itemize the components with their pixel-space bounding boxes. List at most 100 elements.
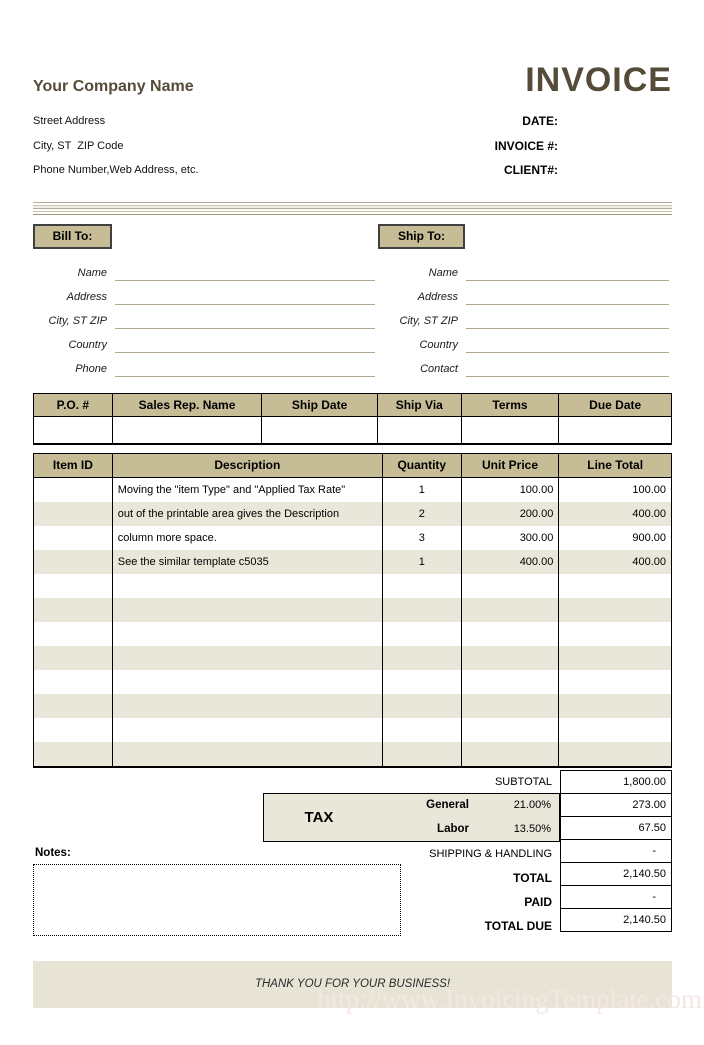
bill-field-input[interactable] <box>115 309 375 329</box>
item-cell-empty[interactable] <box>383 621 462 646</box>
item-cell-empty[interactable] <box>383 573 462 598</box>
item-cell-empty[interactable] <box>462 597 560 622</box>
item-cell[interactable] <box>34 501 113 526</box>
bill-field-input[interactable] <box>115 285 375 305</box>
paid-value[interactable]: - <box>560 884 672 909</box>
order-cell[interactable] <box>462 416 560 443</box>
item-cell-empty[interactable] <box>462 573 560 598</box>
tax-name: Labor <box>437 822 469 835</box>
item-cell[interactable]: 100.00 <box>462 477 560 502</box>
total-value[interactable]: 2,140.50 <box>560 861 672 886</box>
item-cell-empty[interactable] <box>462 621 560 646</box>
item-cell[interactable]: out of the printable area gives the Desc… <box>113 501 383 526</box>
item-cell[interactable]: 100.00 <box>632 483 666 496</box>
item-cell-empty[interactable] <box>462 693 560 718</box>
item-cell-empty[interactable] <box>34 693 113 718</box>
item-cell[interactable]: 1 <box>383 549 462 574</box>
tax-labor-value[interactable]: 67.50 <box>560 815 672 840</box>
item-cell-empty[interactable] <box>559 718 671 742</box>
item-cell[interactable] <box>34 549 113 574</box>
item-cell[interactable]: 900.00 <box>632 531 666 544</box>
items-table-header: Item ID Description Quantity Unit Price Line… <box>34 453 671 478</box>
item-cell[interactable]: See the similar template c5035 <box>113 549 383 574</box>
bill-field-input[interactable] <box>115 357 375 377</box>
item-cell-empty[interactable] <box>559 670 671 694</box>
bill-to-tag: Bill To: <box>33 223 112 249</box>
item-cell-empty[interactable] <box>383 717 462 742</box>
item-cell[interactable]: 400.00 <box>632 507 666 520</box>
shipping-value[interactable]: - <box>560 838 672 863</box>
item-cell[interactable]: 400.00 <box>462 549 560 574</box>
item-cell-empty[interactable] <box>34 669 113 694</box>
item-cell-empty[interactable] <box>462 741 560 766</box>
order-col-header: P.O. # <box>34 393 113 416</box>
item-cell-empty[interactable] <box>559 742 671 766</box>
bill-field-input[interactable] <box>115 333 375 353</box>
item-cell-empty[interactable] <box>34 717 113 742</box>
item-cell[interactable]: 400.00 <box>632 555 666 568</box>
ship-field-input[interactable] <box>466 285 669 305</box>
item-cell-empty[interactable] <box>113 621 383 646</box>
ship-field-input[interactable] <box>466 357 669 377</box>
total-due-value[interactable]: 2,140.50 <box>560 907 672 932</box>
tax-general-value[interactable]: 273.00 <box>560 792 672 817</box>
company-address: Street Address City, ST ZIP Code Phone N… <box>33 109 362 183</box>
item-cell-empty[interactable] <box>559 622 671 646</box>
item-cell[interactable] <box>34 477 113 502</box>
items-table: Item ID Description Quantity Unit Price Line… <box>33 452 672 768</box>
item-cell-empty[interactable] <box>113 573 383 598</box>
item-cell[interactable]: column more space. <box>113 525 383 550</box>
item-cell-empty[interactable] <box>383 669 462 694</box>
item-cell-empty[interactable] <box>559 574 671 598</box>
item-cell-empty[interactable] <box>113 669 383 694</box>
tax-row: Labor 13.50% <box>374 817 559 841</box>
total-due-label: TOTAL DUE <box>484 918 552 933</box>
total-label: TOTAL <box>513 870 552 885</box>
order-cell[interactable] <box>34 416 113 443</box>
item-cell-empty[interactable] <box>462 717 560 742</box>
item-cell[interactable]: Moving the "item Type" and "Applied Tax … <box>113 477 383 502</box>
item-cell-empty[interactable] <box>113 741 383 766</box>
ship-to-fields: Name Address City, ST ZIP Country Contact <box>378 257 672 377</box>
item-cell-empty[interactable] <box>34 573 113 598</box>
item-cell[interactable] <box>34 525 113 550</box>
item-cell-empty[interactable] <box>113 645 383 670</box>
item-cell[interactable]: 200.00 <box>462 501 560 526</box>
item-cell-empty[interactable] <box>113 693 383 718</box>
order-col-header: Due Date <box>589 397 642 412</box>
item-cell-empty[interactable] <box>559 598 671 622</box>
item-cell[interactable]: 1 <box>383 477 462 502</box>
subtotal-value[interactable]: 1,800.00 <box>560 769 672 794</box>
order-cell[interactable] <box>262 416 378 443</box>
order-cell[interactable] <box>378 416 462 443</box>
item-cell-empty[interactable] <box>34 597 113 622</box>
table-row-empty <box>34 669 671 694</box>
item-cell-empty[interactable] <box>383 597 462 622</box>
order-cell[interactable] <box>559 417 671 443</box>
ship-field-input[interactable] <box>466 261 669 281</box>
item-cell-empty[interactable] <box>559 694 671 718</box>
item-cell-empty[interactable] <box>383 645 462 670</box>
item-cell-empty[interactable] <box>34 741 113 766</box>
item-cell-empty[interactable] <box>113 717 383 742</box>
notes-box[interactable] <box>33 863 401 936</box>
item-cell-empty[interactable] <box>34 645 113 670</box>
tax-label: TAX <box>304 808 334 826</box>
item-cell-empty[interactable] <box>34 621 113 646</box>
item-cell-empty[interactable] <box>113 597 383 622</box>
bill-field-input[interactable] <box>115 261 375 281</box>
table-row-empty <box>34 717 671 742</box>
ship-field-input[interactable] <box>466 309 669 329</box>
item-cell-empty[interactable] <box>383 741 462 766</box>
item-cell-empty[interactable] <box>462 645 560 670</box>
item-cell-empty[interactable] <box>383 693 462 718</box>
items-col-header: Item ID <box>34 453 113 477</box>
tax-name: General <box>426 799 469 812</box>
ship-field-input[interactable] <box>466 333 669 353</box>
item-cell-empty[interactable] <box>462 669 560 694</box>
item-cell-empty[interactable] <box>559 646 671 670</box>
order-cell[interactable] <box>113 416 263 443</box>
item-cell[interactable]: 300.00 <box>462 525 560 550</box>
item-cell[interactable]: 2 <box>383 501 462 526</box>
item-cell[interactable]: 3 <box>383 525 462 550</box>
